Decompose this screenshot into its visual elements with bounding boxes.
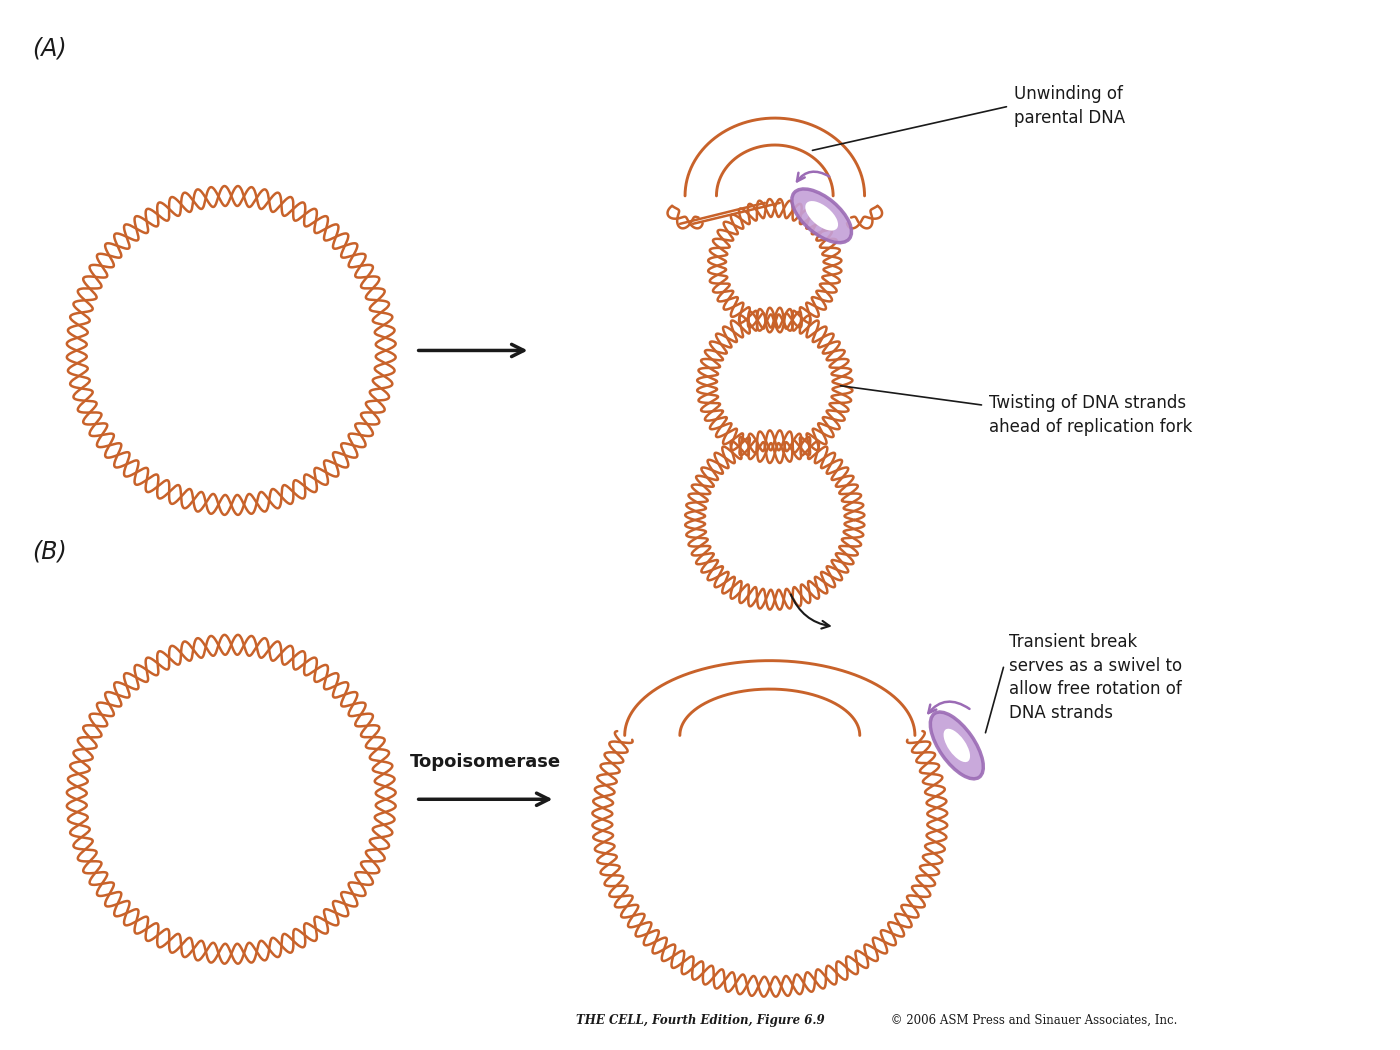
Ellipse shape [792,189,851,243]
Text: Twisting of DNA strands
ahead of replication fork: Twisting of DNA strands ahead of replica… [990,395,1193,436]
Ellipse shape [944,729,970,762]
Text: (A): (A) [32,37,66,60]
Text: Topoisomerase: Topoisomerase [410,753,561,772]
Text: THE CELL, Fourth Edition, Figure 6.9: THE CELL, Fourth Edition, Figure 6.9 [575,1013,825,1027]
Text: © 2006 ASM Press and Sinauer Associates, Inc.: © 2006 ASM Press and Sinauer Associates,… [886,1013,1177,1027]
Text: (B): (B) [32,540,67,564]
Ellipse shape [805,201,839,231]
Text: Transient break
serves as a swivel to
allow free rotation of
DNA strands: Transient break serves as a swivel to al… [1009,633,1183,722]
Text: Unwinding of
parental DNA: Unwinding of parental DNA [1014,85,1126,127]
Ellipse shape [931,712,983,779]
